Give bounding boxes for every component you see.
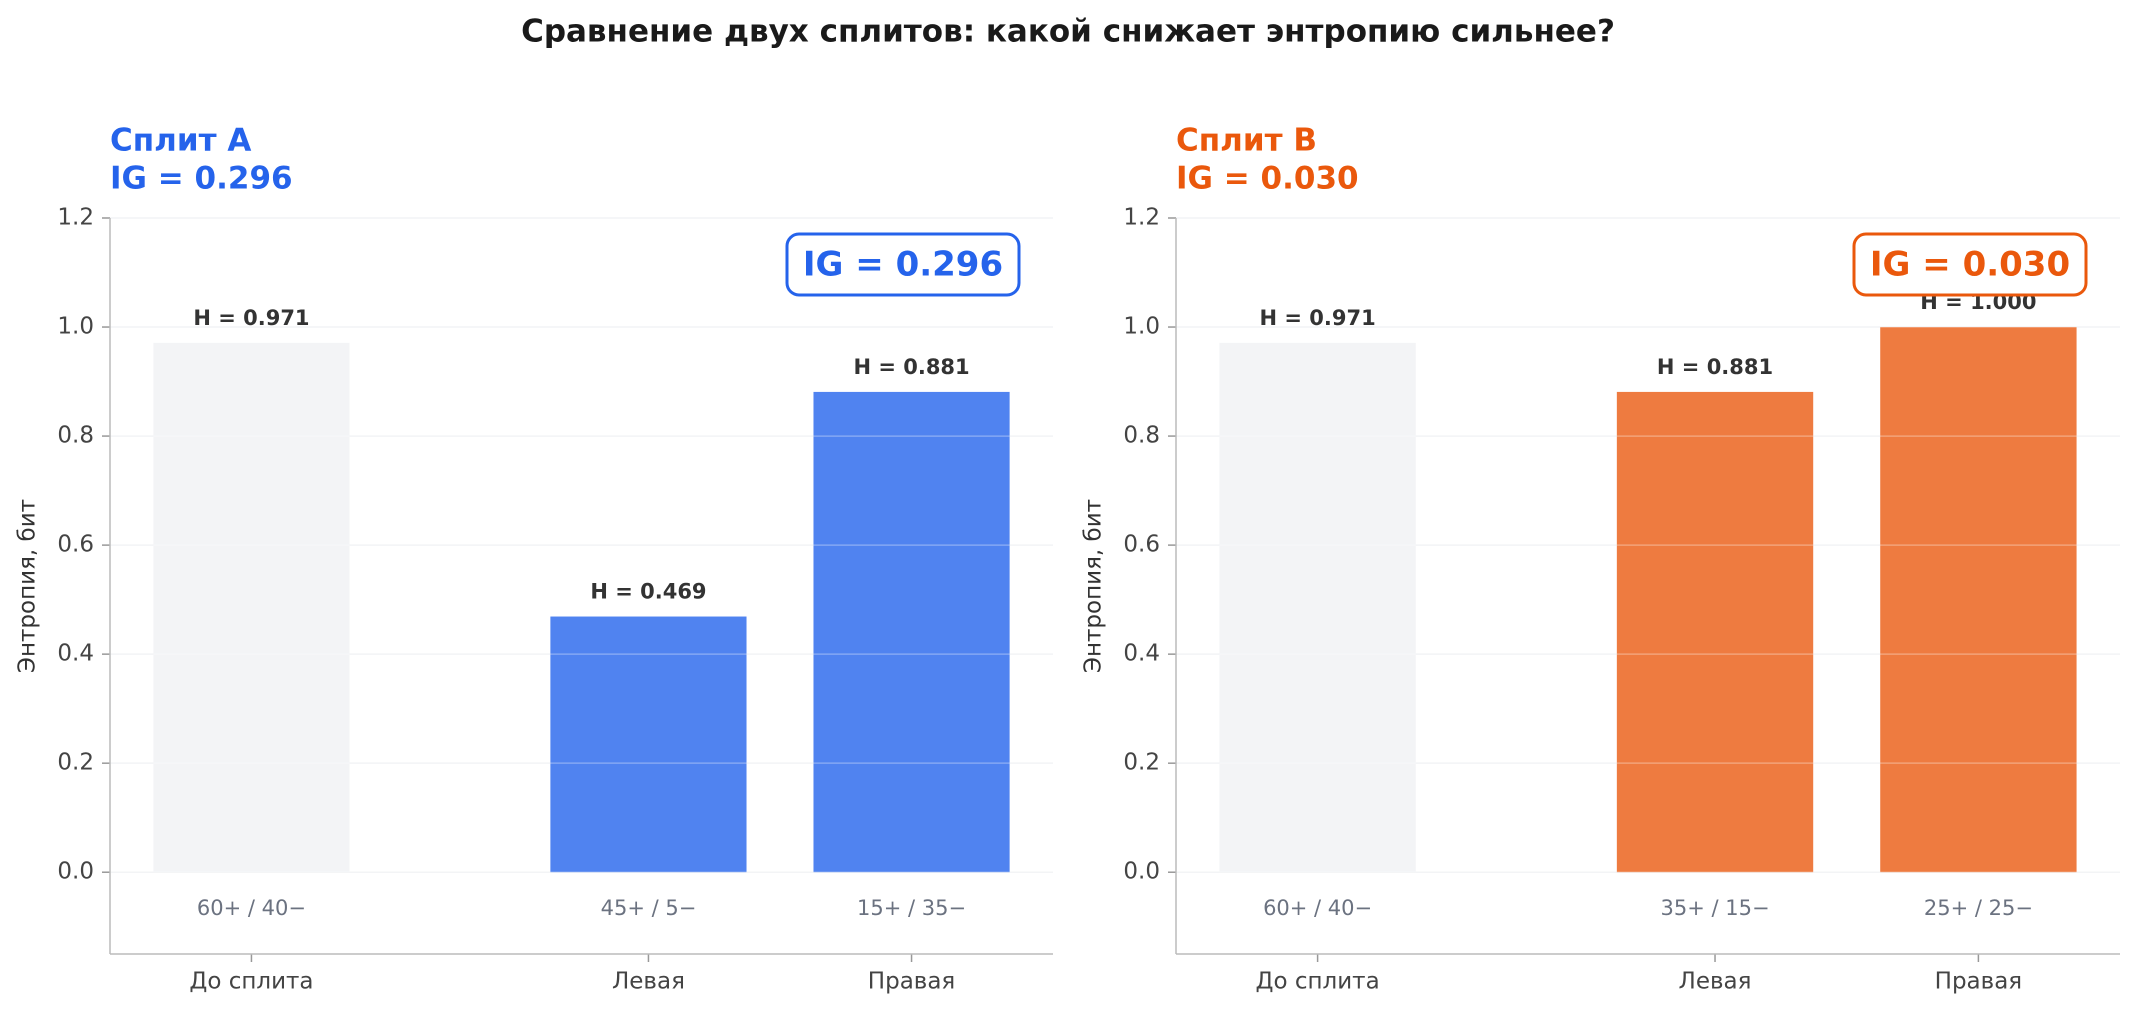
- panel-title: Сплит B: [1176, 123, 1317, 159]
- class-label: 60+ / 40−: [1263, 896, 1372, 920]
- y-tick-label: 0.8: [1123, 423, 1160, 449]
- value-label: H = 0.881: [853, 355, 969, 379]
- x-tick-label: Левая: [612, 969, 685, 995]
- y-tick-label: 0.6: [57, 532, 94, 558]
- y-tick-label: 1.0: [1123, 314, 1160, 340]
- x-tick-label: До сплита: [189, 969, 313, 995]
- y-tick-label: 0.0: [1123, 859, 1160, 885]
- annotation-box: [785, 232, 1021, 297]
- y-axis-label: Энтропия, бит: [15, 499, 41, 673]
- value-label: H = 0.881: [1657, 355, 1773, 379]
- annotation: IG = 0.030: [1870, 245, 2070, 285]
- x-tick-label: Правая: [1935, 969, 2022, 995]
- class-label: 25+ / 25−: [1924, 896, 2033, 920]
- x-tick-label: Левая: [1679, 969, 1752, 995]
- bar: [1219, 342, 1416, 873]
- class-label: 60+ / 40−: [197, 896, 306, 920]
- class-label: 15+ / 35−: [857, 896, 966, 920]
- y-tick-label: 0.8: [57, 423, 94, 449]
- y-tick-label: 1.2: [57, 205, 94, 231]
- y-axis-label: Энтропия, бит: [1081, 499, 1107, 673]
- y-tick-label: 0.2: [1123, 750, 1160, 776]
- panel-title: Сплит A: [110, 123, 251, 159]
- y-tick-label: 1.0: [57, 314, 94, 340]
- bar: [1616, 391, 1814, 873]
- value-label: H = 0.469: [590, 580, 706, 604]
- y-tick-label: 0.6: [1123, 532, 1160, 558]
- x-tick-label: До сплита: [1256, 969, 1380, 995]
- panel-subtitle: IG = 0.030: [1176, 161, 1359, 197]
- bar: [813, 391, 1010, 873]
- bar: [153, 342, 350, 873]
- y-tick-label: 0.4: [1123, 641, 1160, 667]
- class-label: 35+ / 15−: [1660, 896, 1769, 920]
- figure-title: Сравнение двух сплитов: какой снижает эн…: [521, 14, 1615, 50]
- value-label: H = 0.971: [1259, 306, 1375, 330]
- value-label: H = 0.971: [193, 306, 309, 330]
- annotation: IG = 0.296: [803, 245, 1003, 285]
- bar: [1880, 327, 2077, 873]
- bar: [550, 616, 747, 873]
- class-label: 45+ / 5−: [601, 896, 697, 920]
- panel-subtitle: IG = 0.296: [110, 161, 293, 197]
- y-tick-label: 0.4: [57, 641, 94, 667]
- y-tick-label: 0.0: [57, 859, 94, 885]
- x-tick-label: Правая: [868, 969, 955, 995]
- y-tick-label: 1.2: [1123, 205, 1160, 231]
- annotation-box: [1852, 232, 2088, 297]
- y-tick-label: 0.2: [57, 750, 94, 776]
